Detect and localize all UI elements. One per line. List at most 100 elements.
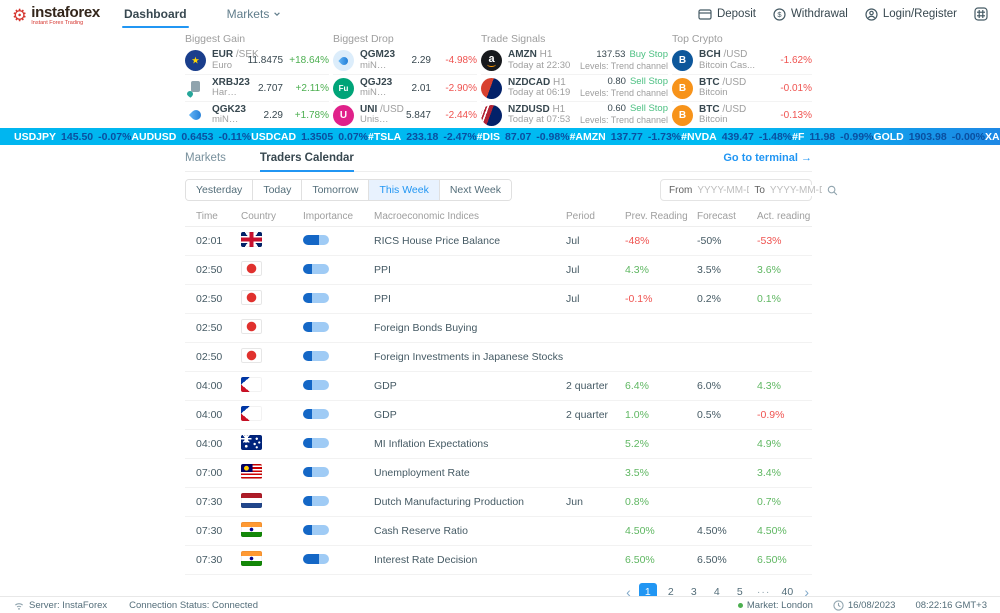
symbol: NZDUSD H1 — [508, 103, 566, 115]
quote-item[interactable]: QGK23 miNY Natura... 2.29 +1.78% — [185, 101, 329, 128]
ticker-item[interactable]: #DIS 87.07 -0.98% — [476, 130, 570, 143]
crypto-item[interactable]: BTC /USD Bitcoin -0.13% — [672, 101, 812, 128]
ticker-item[interactable]: #NVDA 439.47 -1.48% — [681, 130, 793, 143]
table-row: 07:30 Cash Reserve Ratio 4.50% 4.50% 4.5… — [185, 517, 812, 546]
country-flag — [241, 319, 262, 334]
page-2[interactable]: 2 — [667, 586, 674, 598]
symbol: UNI /USD — [360, 103, 404, 115]
tab-traders-calendar[interactable]: Traders Calendar — [259, 145, 354, 172]
clock-icon — [833, 599, 844, 611]
logo-tagline: Instant Forex Trading — [31, 19, 84, 26]
next-page-arrow[interactable]: › — [804, 584, 809, 600]
country-flag — [241, 493, 262, 508]
importance-indicator — [303, 321, 329, 332]
signal-time: Today at 22:30 — [508, 60, 571, 71]
instrument-name: Uniswap — [360, 115, 389, 126]
ticker-item[interactable]: AUDUSD 0.6453 -0.11% — [131, 130, 252, 143]
top-crypto-column: Top Crypto BCH /USD Bitcoin Cas... -1.62… — [672, 28, 812, 128]
chevron-down-icon — [274, 12, 281, 17]
main-nav: Dashboard Markets — [121, 0, 284, 28]
filter-this-week[interactable]: This Week — [368, 180, 439, 200]
date-from-input[interactable] — [697, 184, 750, 196]
tab-markets[interactable]: Markets — [185, 152, 226, 164]
event-time: 02:50 — [196, 322, 223, 334]
apps-grid-button[interactable] — [974, 7, 988, 21]
filter-yesterday[interactable]: Yesterday — [186, 180, 253, 200]
status-bar: Server: InstaForex Connection Status: Co… — [0, 596, 1000, 613]
act-reading: 4.50% — [757, 525, 787, 537]
table-row: 07:30 Dutch Manufacturing Production Jun… — [185, 488, 812, 517]
column-title: Top Crypto — [672, 33, 723, 45]
quote-item[interactable]: EUR /SEK Euro 11.8475 +18.64% — [185, 47, 329, 74]
ticker-item[interactable]: USDCAD 1.3505 0.07% — [251, 130, 368, 143]
gear-logo-icon: ⚙ — [12, 6, 28, 25]
table-row: 02:50 Foreign Bonds Buying — [185, 314, 812, 343]
ticker-item[interactable]: GOLD 1903.98 -0.00% — [873, 130, 985, 143]
quote-item[interactable]: XRBJ23 Harbor Gaso... 2.707 +2.11% — [185, 74, 329, 101]
instaforex-logo[interactable]: ⚙ instaforex Instant Forex Trading — [12, 3, 100, 28]
forecast: 0.5% — [697, 409, 721, 421]
signal-item[interactable]: NZDCAD H1 Today at 06:19 0.80 Sell Stop L… — [481, 74, 668, 101]
change-percent: -0.13% — [780, 109, 812, 121]
withdrawal-button[interactable]: $ Withdrawal — [773, 7, 848, 21]
nav-markets[interactable]: Markets — [225, 0, 284, 28]
crypto-item[interactable]: BTC /USD Bitcoin -0.01% — [672, 74, 812, 101]
card-icon — [698, 8, 712, 20]
country-flag — [241, 377, 262, 392]
signal-item[interactable]: NZDUSD H1 Today at 07:53 0.60 Sell Stop L… — [481, 101, 668, 128]
go-to-terminal-link[interactable]: Go to terminal → — [723, 152, 812, 164]
biggest-gain-column: Biggest Gain EUR /SEK Euro 11.8475 +18.6… — [185, 28, 329, 128]
prev-page-arrow[interactable]: ‹ — [626, 584, 631, 600]
column-title: Biggest Gain — [185, 33, 246, 45]
page-5[interactable]: 5 — [736, 586, 743, 598]
symbol: EUR /SEK — [212, 49, 259, 61]
bitcoin-logo-icon — [672, 104, 693, 126]
prev-reading: 6.50% — [625, 554, 655, 566]
instrument-name: miNY Natura... — [360, 88, 389, 99]
event-time: 07:30 — [196, 554, 223, 566]
date-to-input[interactable] — [769, 184, 822, 196]
event-time: 02:50 — [196, 351, 223, 363]
change-percent: -2.90% — [445, 82, 477, 94]
symbol: AMZN H1 — [508, 49, 553, 61]
quote-item[interactable]: QGM23 miNY Natura... 2.29 -4.98% — [333, 47, 477, 74]
table-row: 04:00 GDP 2 quarter 1.0% 0.5% -0.9% — [185, 401, 812, 430]
ticker-item[interactable]: XAUUSD1903.900.02% — [985, 130, 1000, 143]
ticker-item[interactable]: USDJPY 145.50 -0.07% — [14, 130, 132, 143]
act-reading: -0.9% — [757, 409, 785, 421]
filter-next-week[interactable]: Next Week — [438, 180, 512, 200]
filter-today[interactable]: Today — [252, 180, 302, 200]
calendar-tabs: Markets Traders Calendar Go to terminal … — [185, 145, 812, 172]
ticker-item[interactable]: #AMZN 137.77 -1.73% — [569, 130, 682, 143]
nav-dashboard[interactable]: Dashboard — [121, 0, 189, 28]
filter-tomorrow[interactable]: Tomorrow — [301, 180, 369, 200]
quote-item[interactable]: QGJ23 miNY Natura... 2.01 -2.90% — [333, 74, 477, 101]
signal-level: 0.80 Sell Stop — [607, 76, 668, 88]
deposit-button[interactable]: Deposit — [698, 8, 756, 20]
login-register-button[interactable]: Login/Register — [865, 7, 957, 21]
country-flag — [241, 290, 262, 305]
importance-indicator — [303, 263, 329, 274]
ticker-item[interactable]: #TSLA 233.18 -2.47% — [368, 130, 477, 143]
grid-icon — [974, 7, 988, 21]
symbol: QGM23 — [360, 49, 396, 61]
table-row: 07:00 Unemployment Rate 3.5% 3.4% — [185, 459, 812, 488]
svg-text:$: $ — [777, 10, 782, 19]
prev-reading: 3.5% — [625, 467, 649, 479]
signal-icon — [14, 602, 24, 610]
act-reading: 0.1% — [757, 293, 781, 305]
event-time: 02:01 — [196, 235, 223, 247]
event-time: 07:00 — [196, 467, 223, 479]
importance-indicator — [303, 553, 329, 564]
event-time: 04:00 — [196, 409, 223, 421]
search-icon[interactable] — [827, 185, 838, 196]
page-40[interactable]: 40 — [781, 586, 794, 598]
page-4[interactable]: 4 — [713, 586, 720, 598]
crypto-item[interactable]: BCH /USD Bitcoin Cas... -1.62% — [672, 47, 812, 74]
symbol: NZDCAD H1 — [508, 76, 566, 88]
quote-item[interactable]: UNI /USD Uniswap 5.847 -2.44% — [333, 101, 477, 128]
page-3[interactable]: 3 — [690, 586, 697, 598]
event-name: Foreign Bonds Buying — [374, 322, 478, 334]
ticker-item[interactable]: #F 11.98 -0.99% — [792, 130, 874, 143]
